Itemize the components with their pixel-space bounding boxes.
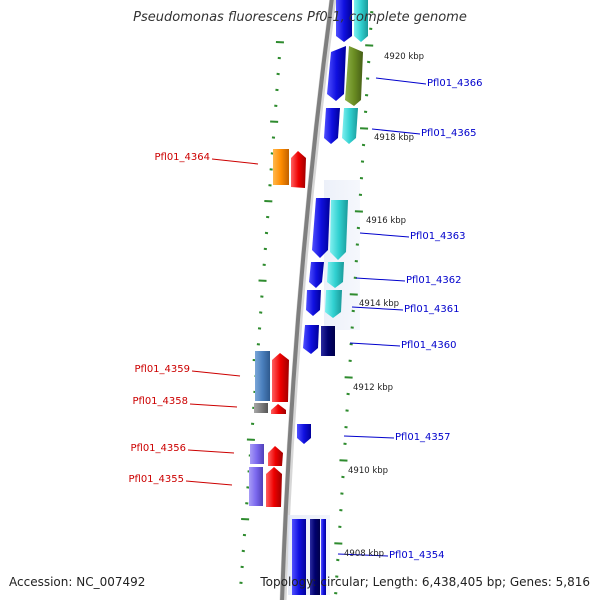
gene-forward: [324, 108, 340, 144]
forward-label-leaders: [337, 77, 427, 557]
leader-line: [189, 403, 238, 408]
scale-label: 4914 kbp: [359, 299, 400, 309]
leader-line: [343, 435, 395, 439]
gene-label-pfl01-4366[interactable]: Pfl01_4366: [427, 78, 483, 89]
scale-label: 4912 kbp: [353, 383, 394, 393]
gene-reverse: [272, 353, 289, 402]
leader-line: [211, 158, 259, 165]
leader-line: [351, 306, 404, 311]
gene-forward: [312, 198, 330, 258]
scale-label: 4918 kbp: [374, 133, 415, 143]
gene-reverse: [254, 403, 268, 413]
leader-line: [349, 342, 401, 347]
gene-forward: [354, 0, 368, 42]
topology-text: Topology: circular; Length: 6,438,405 bp…: [260, 575, 590, 589]
gene-reverse: [268, 446, 283, 466]
gene-label-pfl01-4356[interactable]: Pfl01_4356: [130, 443, 186, 454]
gene-forward: [321, 326, 335, 356]
leader-line: [355, 277, 406, 282]
leader-line: [337, 553, 389, 557]
gene-reverse: [291, 151, 306, 188]
gene-forward: [309, 262, 324, 288]
gene-reverse: [273, 149, 289, 185]
gene-label-pfl01-4365[interactable]: Pfl01_4365: [421, 128, 477, 139]
gene-forward: [345, 46, 363, 106]
gene-label-pfl01-4364[interactable]: Pfl01_4364: [154, 152, 210, 163]
gene-reverse: [249, 467, 263, 506]
gene-label-pfl01-4354[interactable]: Pfl01_4354: [389, 550, 445, 561]
scale-label: 4910 kbp: [348, 466, 389, 476]
gene-label-pfl01-4361[interactable]: Pfl01_4361: [404, 304, 460, 315]
gene-forward: [306, 290, 321, 316]
gene-forward: [327, 262, 344, 288]
gene-forward: [327, 46, 346, 101]
leader-line: [187, 449, 235, 454]
scale-label: 4920 kbp: [384, 52, 425, 62]
gene-reverse: [266, 467, 282, 507]
gene-forward: [321, 519, 326, 595]
gene-label-pfl01-4363[interactable]: Pfl01_4363: [410, 231, 466, 242]
gene-forward: [292, 519, 306, 595]
leader-line: [371, 128, 421, 135]
leader-line: [375, 77, 427, 85]
gene-label-pfl01-4358[interactable]: Pfl01_4358: [132, 396, 188, 407]
leader-line: [191, 370, 241, 377]
scale-label: 4916 kbp: [366, 216, 407, 226]
reverse-label-leaders: [185, 158, 259, 486]
gene-label-pfl01-4355[interactable]: Pfl01_4355: [128, 474, 184, 485]
gene-label-pfl01-4359[interactable]: Pfl01_4359: [134, 364, 190, 375]
gene-reverse: [255, 351, 270, 401]
genome-backbone: [280, 0, 334, 600]
forward-strand-genes: [292, 0, 368, 595]
gene-label-pfl01-4357[interactable]: Pfl01_4357: [395, 432, 451, 443]
gene-forward: [310, 519, 320, 595]
gene-reverse: [271, 404, 286, 414]
map-title: Pseudomonas fluorescens Pf0-1, complete …: [133, 10, 467, 25]
accession-text: Accession: NC_007492: [9, 575, 146, 589]
gene-forward: [297, 424, 311, 444]
leader-line: [359, 232, 410, 238]
gene-forward: [303, 325, 319, 354]
gene-forward: [330, 200, 348, 260]
gene-label-pfl01-4360[interactable]: Pfl01_4360: [401, 340, 457, 351]
scale-ticks: [239, 11, 374, 595]
gene-forward: [342, 108, 358, 144]
reverse-strand-genes: [249, 149, 306, 507]
scale-label: 4908 kbp: [344, 549, 385, 559]
gene-forward: [336, 0, 352, 42]
gene-forward: [325, 290, 342, 318]
leader-line: [185, 480, 233, 486]
gene-reverse: [250, 444, 264, 464]
gene-label-pfl01-4362[interactable]: Pfl01_4362: [406, 275, 462, 286]
